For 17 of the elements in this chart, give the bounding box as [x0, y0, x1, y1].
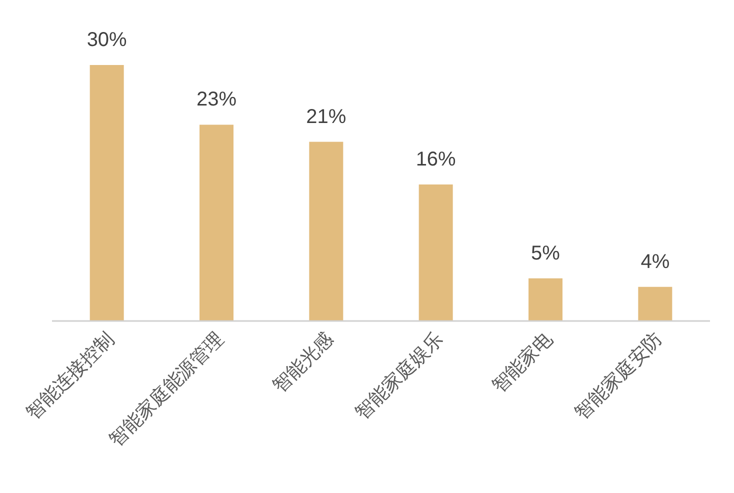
- bar: [90, 65, 124, 321]
- data-label: 23%: [196, 88, 237, 111]
- x-tick-label: 智能家电: [488, 328, 558, 398]
- x-tick-label: 智能连接控制: [22, 328, 118, 424]
- bar: [638, 286, 672, 321]
- data-label: 21%: [306, 106, 346, 128]
- x-tick-label: 智能家庭娱乐: [351, 328, 448, 424]
- x-tick-label: 智能家庭安防: [570, 328, 667, 424]
- data-label: 30%: [86, 29, 128, 51]
- data-label: 4%: [640, 250, 670, 273]
- x-tick-label: 智能光感: [269, 328, 338, 398]
- bar: [309, 142, 344, 321]
- bar: [200, 124, 234, 321]
- data-label: 5%: [531, 242, 560, 264]
- data-label: 16%: [416, 148, 456, 170]
- bar: [528, 278, 562, 321]
- bar: [418, 184, 453, 321]
